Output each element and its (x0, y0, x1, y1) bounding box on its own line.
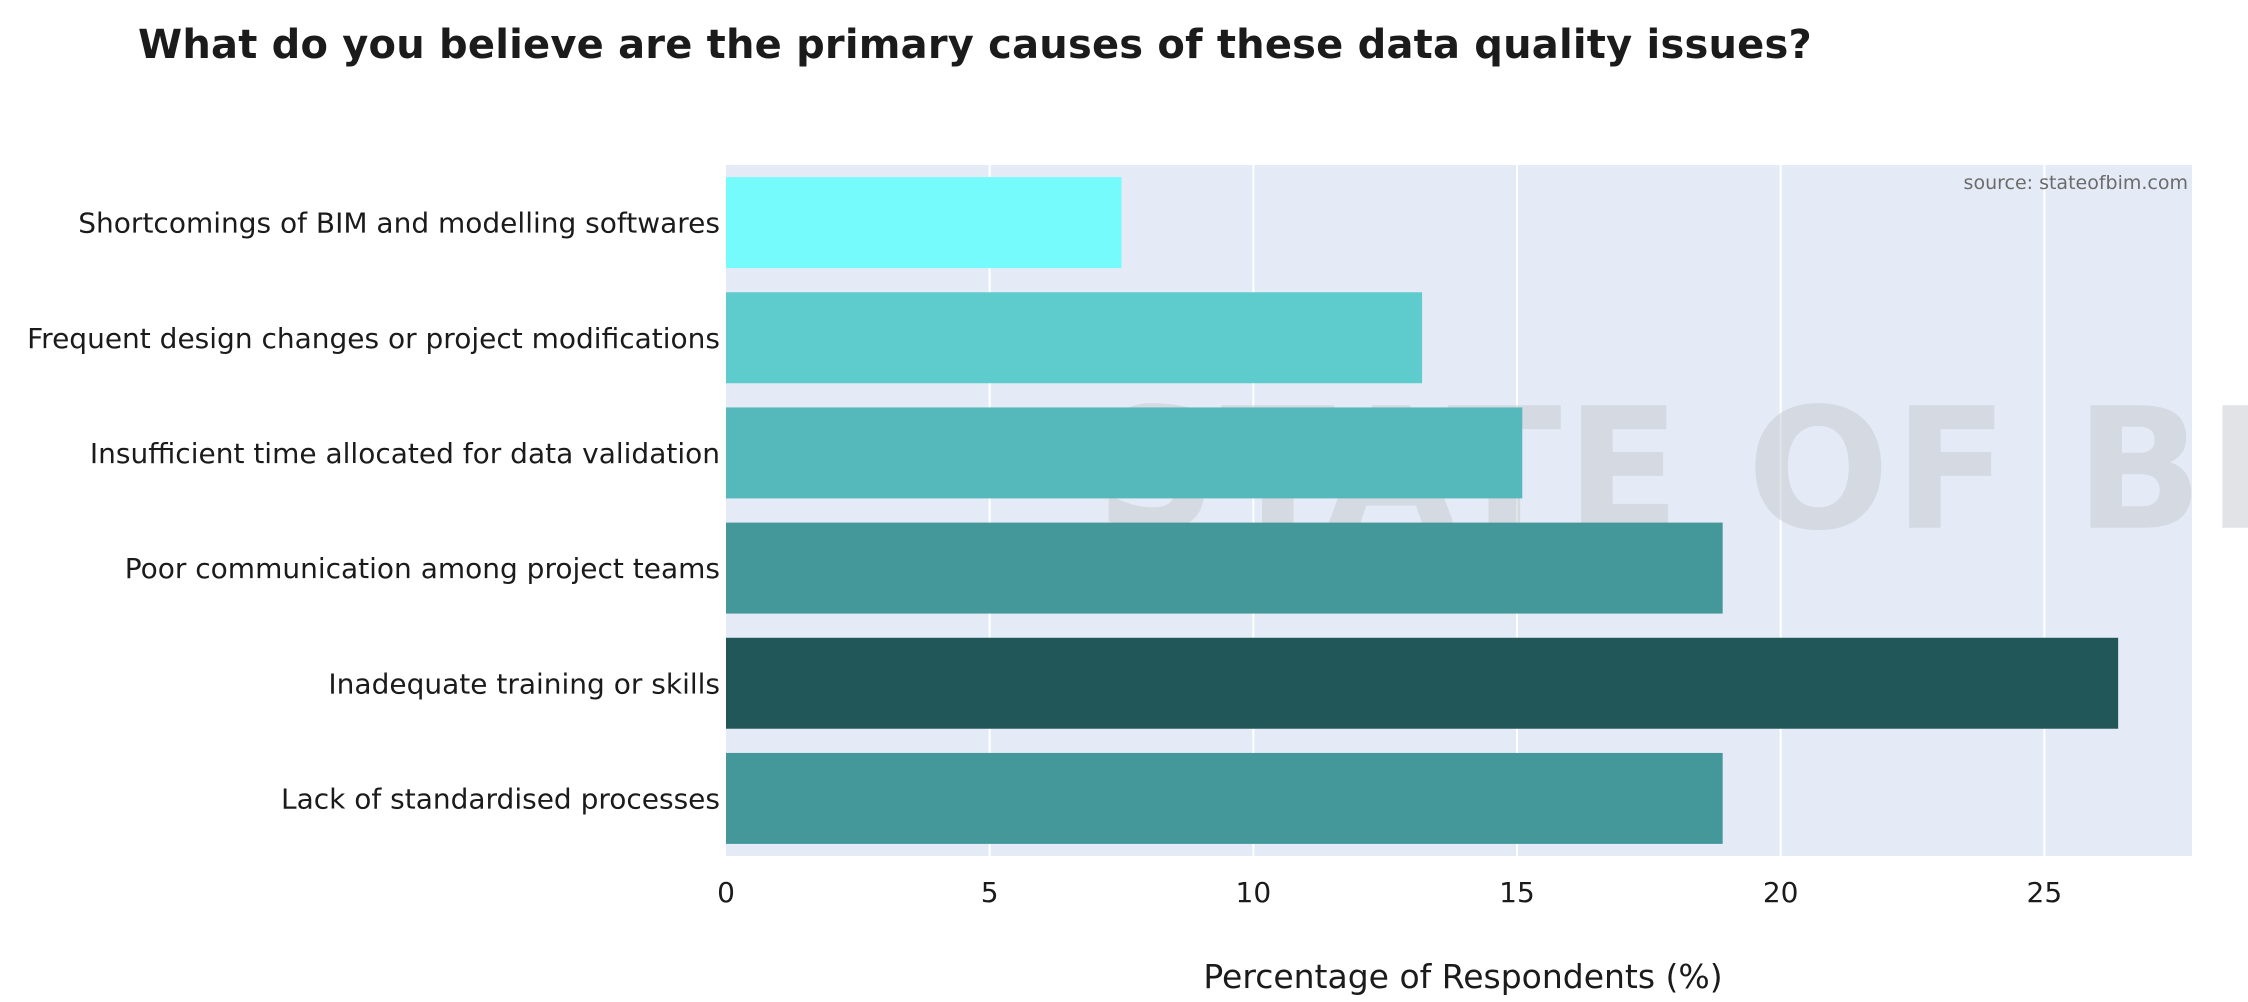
category-label: Poor communication among project teams (125, 552, 720, 585)
plot-area (726, 165, 2192, 856)
category-label: Frequent design changes or project modif… (27, 322, 720, 355)
category-labels: Shortcomings of BIM and modelling softwa… (27, 207, 720, 816)
bar (726, 522, 1723, 614)
x-tick-label: 15 (1499, 876, 1535, 909)
gridlines (988, 165, 2046, 856)
bar (726, 292, 1423, 384)
category-label: Insufficient time allocated for data val… (90, 437, 720, 470)
category-label: Shortcomings of BIM and modelling softwa… (78, 207, 720, 240)
category-label: Inadequate training or skills (328, 667, 720, 700)
x-tick-labels: 0 5 10 15 20 25 (717, 876, 2062, 909)
x-tick-label: 0 (717, 876, 735, 909)
bars (726, 177, 2119, 844)
bar (726, 752, 1723, 844)
bar (726, 407, 1523, 499)
x-tick-label: 10 (1236, 876, 1272, 909)
category-label: Lack of standardised processes (281, 782, 720, 815)
x-tick-label: 20 (1763, 876, 1799, 909)
x-axis-title: Percentage of Respondents (%) (1203, 957, 1722, 996)
chart-title: What do you believe are the primary caus… (138, 22, 1812, 68)
x-tick-label: 25 (2027, 876, 2063, 909)
bar (726, 637, 2119, 729)
x-tick-label: 5 (981, 876, 999, 909)
bar (726, 177, 1122, 269)
source-label: source: stateofbim.com (1964, 172, 2188, 194)
